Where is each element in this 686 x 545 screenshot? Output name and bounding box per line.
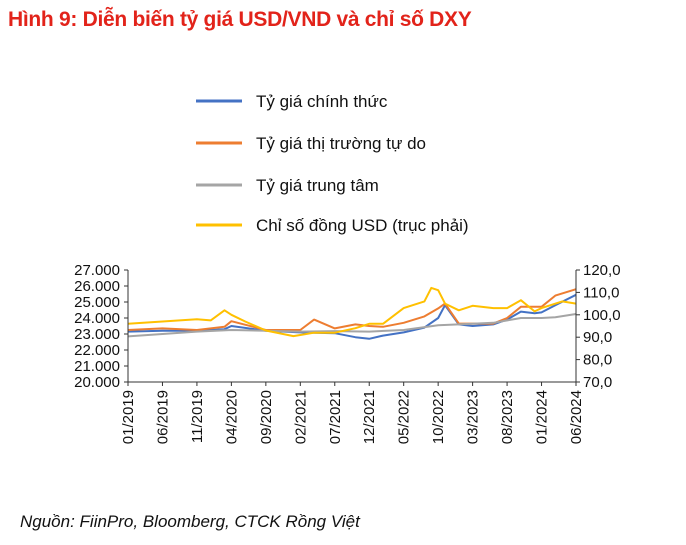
legend-label-4: Chỉ số đồng USD (trục phải)	[256, 216, 469, 235]
x-tick-label: 04/2020	[223, 390, 240, 444]
left-tick-label: 26.000	[74, 278, 120, 295]
series-line-2	[127, 288, 577, 331]
left-tick-label: 21.000	[74, 358, 120, 375]
right-tick-label: 80,0	[583, 352, 612, 369]
x-tick-label: 07/2021	[327, 390, 344, 444]
right-tick-label: 90,0	[583, 329, 612, 346]
left-tick-label: 23.000	[74, 326, 120, 343]
chart-title: Hình 9: Diễn biến tỷ giá USD/VND và chỉ …	[8, 8, 472, 31]
x-tick-label: 05/2022	[396, 390, 413, 444]
left-tick-label: 25.000	[74, 294, 120, 311]
right-tick-label: 120,0	[583, 262, 621, 279]
series-line-4	[127, 286, 577, 338]
x-tick-label: 08/2023	[499, 390, 516, 444]
legend-label-3: Tỷ giá trung tâm	[256, 176, 379, 195]
right-tick-label: 70,0	[583, 374, 612, 391]
x-tick-label: 11/2019	[189, 390, 206, 443]
right-tick-label: 100,0	[583, 307, 621, 324]
legend: Tỷ giá chính thức Tỷ giá thị trường tự do…	[196, 92, 469, 235]
left-tick-label: 22.000	[74, 342, 120, 359]
x-tick-label: 06/2019	[154, 390, 171, 444]
left-tick-label: 24.000	[74, 310, 120, 327]
x-tick-label: 03/2023	[465, 390, 482, 444]
left-tick-label: 27.000	[74, 262, 120, 279]
x-tick-label: 02/2021	[292, 390, 309, 444]
x-tick-label: 12/2021	[361, 390, 378, 444]
x-tick-label: 09/2020	[258, 390, 275, 444]
axes: 20.00021.00022.00023.00024.00025.00026.0…	[74, 262, 620, 444]
series-line-1	[127, 293, 577, 340]
legend-label-1: Tỷ giá chính thức	[256, 92, 388, 111]
x-tick-label: 01/2019	[120, 390, 137, 444]
x-tick-label: 10/2022	[430, 390, 447, 444]
source-note: Nguồn: FiinPro, Bloomberg, CTCK Rồng Việ…	[20, 512, 360, 531]
x-tick-label: 06/2024	[568, 390, 585, 444]
x-tick-label: 01/2024	[534, 390, 551, 444]
right-tick-label: 110,0	[583, 284, 619, 301]
left-tick-label: 20.000	[74, 374, 120, 391]
plot-area	[127, 286, 577, 340]
series-line-3	[127, 313, 577, 338]
legend-label-2: Tỷ giá thị trường tự do	[256, 134, 426, 153]
